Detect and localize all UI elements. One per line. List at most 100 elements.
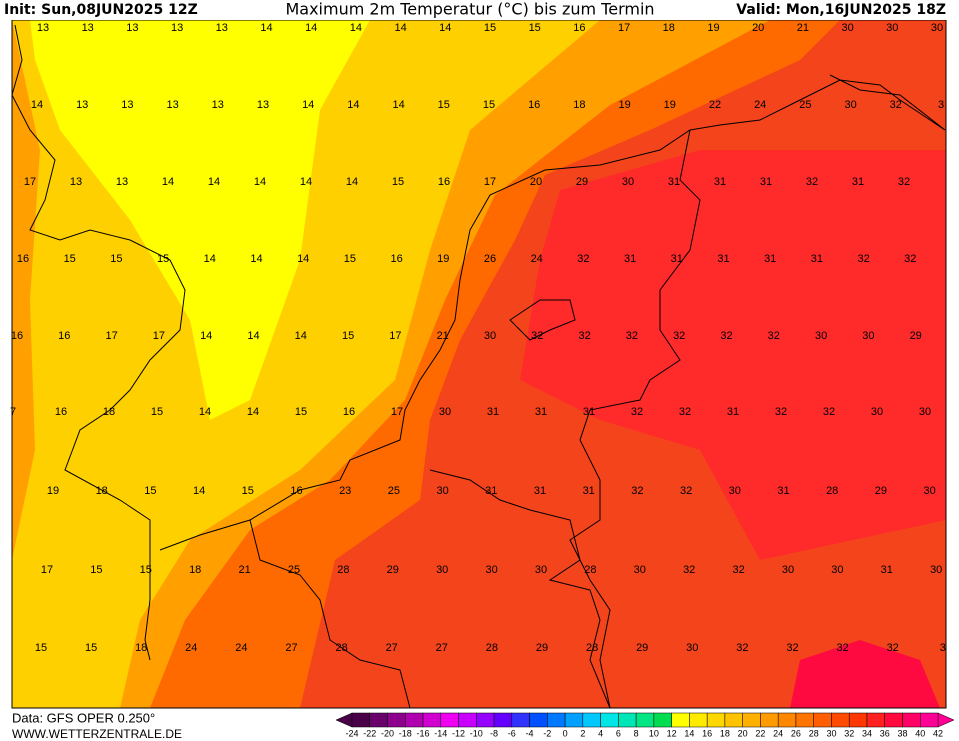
temperature-label: 23	[339, 485, 351, 497]
temperature-label: 18	[96, 485, 108, 497]
temperature-label: 19	[47, 485, 59, 497]
temperature-label: 14	[162, 176, 174, 188]
temperature-label: 15	[344, 253, 356, 265]
temperature-label: 31	[727, 406, 739, 418]
temperature-label: 16	[55, 406, 67, 418]
border-france	[249, 519, 411, 709]
colorbar-swatch	[706, 712, 726, 728]
temperature-label: 15	[144, 485, 156, 497]
temperature-label: 31	[583, 406, 595, 418]
colorbar-swatch	[458, 712, 477, 728]
temperature-label: 13	[171, 22, 183, 34]
temperature-label: 29	[910, 330, 922, 342]
colorbar-swatch	[635, 712, 655, 728]
temperature-label: 18	[135, 642, 147, 654]
temperature-label: 30	[871, 406, 883, 418]
temperature-label: 14	[295, 330, 307, 342]
temperature-label: 30	[436, 564, 448, 576]
colorbar-label: 26	[791, 728, 801, 738]
temperature-label: 15	[157, 253, 169, 265]
temperature-label: 14	[247, 406, 259, 418]
temperature-label: 31	[852, 176, 864, 188]
data-source: Data: GFS OPER 0.250°	[12, 710, 155, 725]
temperature-label: 32	[683, 564, 695, 576]
colorbar-swatch	[848, 712, 868, 728]
temperature-label: 18	[663, 22, 675, 34]
temperature-label: 14	[200, 330, 212, 342]
temperature-label: 28	[586, 642, 598, 654]
temperature-label: 14	[208, 176, 220, 188]
temperature-label: 18	[573, 99, 585, 111]
temperature-label: 15	[484, 22, 496, 34]
temperature-label: 16	[390, 253, 402, 265]
temperature-label: 31	[760, 176, 772, 188]
colorbar-label: -10	[470, 728, 483, 738]
colorbar-label: 36	[880, 728, 890, 738]
temperature-label: 32	[836, 642, 848, 654]
temperature-label: 32	[890, 99, 902, 111]
temperature-label: 30	[919, 406, 931, 418]
temperature-label: 32	[887, 642, 899, 654]
colorbar-label: 38	[897, 728, 907, 738]
colorbar-label: 10	[649, 728, 659, 738]
temperature-label: 13	[212, 99, 224, 111]
temperature-label: 30	[931, 22, 943, 34]
colorbar-label: -22	[363, 728, 376, 738]
temperature-label: 13	[82, 22, 94, 34]
colorbar-label: 0	[563, 728, 568, 738]
temperature-label: 30	[436, 485, 448, 497]
temperature-label: 32	[806, 176, 818, 188]
colorbar-swatch	[582, 712, 601, 728]
temperature-label: 28	[335, 642, 347, 654]
temperature-label: 32	[531, 330, 543, 342]
colorbar-label: -20	[381, 728, 394, 738]
temperature-label: 17	[105, 330, 117, 342]
temperature-label: 15	[90, 564, 102, 576]
coastlines	[11, 24, 946, 709]
temperature-label: 30	[815, 330, 827, 342]
colorbar-label: -6	[508, 728, 516, 738]
temperature-label: 29	[875, 485, 887, 497]
colorbar-swatch	[724, 712, 743, 728]
temperature-label: 14	[302, 99, 314, 111]
temperature-label: 14	[254, 176, 266, 188]
temperature-label: 15	[64, 253, 76, 265]
colorbar-swatch	[405, 712, 424, 728]
temperature-label: 15	[438, 99, 450, 111]
website: WWW.WETTERZENTRALE.DE	[12, 727, 182, 741]
colorbar-swatch	[600, 712, 619, 728]
temperature-label: 25	[799, 99, 811, 111]
colorbar-label: 2	[580, 728, 585, 738]
temperature-label: 32	[578, 330, 590, 342]
temperature-label: 13	[166, 99, 178, 111]
temperature-label: 15	[342, 330, 354, 342]
temperature-label: 14	[350, 22, 362, 34]
temperature-label: 24	[185, 642, 197, 654]
colorbar-label: -14	[434, 728, 447, 738]
colorbar-swatch	[777, 712, 797, 728]
temperature-label: 30	[923, 485, 935, 497]
temperature-label: 26	[484, 253, 496, 265]
temperature-label: 31	[881, 564, 893, 576]
temperature-label: 14	[346, 176, 358, 188]
colorbar-swatch	[902, 712, 921, 728]
temperature-label: 31	[583, 485, 595, 497]
colorbar-label: -24	[345, 728, 358, 738]
field-hottest	[790, 640, 940, 708]
temperature-label: 14	[260, 22, 272, 34]
temperature-label: 32	[904, 253, 916, 265]
colorbar-swatch	[511, 712, 530, 728]
temperature-label: 16	[343, 406, 355, 418]
colorbar-label: 6	[616, 728, 621, 738]
temperature-label: 15	[151, 406, 163, 418]
temperature-label: 17	[618, 22, 630, 34]
temperature-label: 14	[199, 406, 211, 418]
temperature-label: 21	[238, 564, 250, 576]
temperature-label: 29	[636, 642, 648, 654]
colorbar-label: 22	[755, 728, 765, 738]
temperature-label: 21	[437, 330, 449, 342]
temperature-label: 13	[126, 22, 138, 34]
temperature-label: 14	[300, 176, 312, 188]
temperature-label: 14	[204, 253, 216, 265]
